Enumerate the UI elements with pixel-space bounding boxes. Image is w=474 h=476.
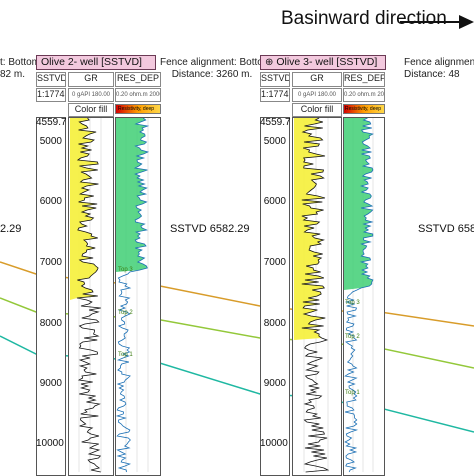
well-2-depth-track[interactable] xyxy=(260,117,290,476)
well-1-res-legend: Resistivity, deep xyxy=(118,106,155,112)
well-2-color-fill: Color fill xyxy=(292,103,342,117)
res-color-fill xyxy=(344,118,373,290)
left-sstvd-fragment: 2.29 xyxy=(0,223,22,235)
well-1-res-range: 0.20 ohm.m 2000.00 xyxy=(115,88,161,102)
well-2-depth-5000: 5000 xyxy=(263,136,286,147)
well-1-gr-range: 0 gAPI 180.00 xyxy=(68,88,114,102)
res-color-fill xyxy=(116,118,148,272)
left-fence-line2: 82 m. xyxy=(0,69,26,80)
fence-1-distance: Distance: 3260 m. xyxy=(171,69,253,80)
well-1-sstvd-col[interactable]: SSTVD xyxy=(36,72,66,87)
well-2-res-col[interactable]: RES_DEP xyxy=(343,72,385,87)
left-fence-line1: t: Bottom xyxy=(0,57,41,68)
well-1-top-depth: 4559.7 xyxy=(36,117,67,128)
well-2-top3-label: Top 3 xyxy=(345,300,360,306)
well-cross-icon: ⊕ xyxy=(265,57,274,68)
well-1-depth-9000: 9000 xyxy=(39,378,62,389)
well-2-depth-6000: 6000 xyxy=(263,196,286,207)
well-1-depth-6000: 6000 xyxy=(39,196,62,207)
well-2-header[interactable]: ⊕ Olive 3- well [SSTVD] xyxy=(260,55,386,70)
fence-2-alignment: Fence alignment xyxy=(404,57,474,68)
direction-arrow-shaft xyxy=(400,21,460,23)
well-2-gr-range: 0 gAPI 180.00 xyxy=(292,88,342,102)
gr-curve xyxy=(301,117,330,473)
fence-1-alignment: Fence alignment: Bottom xyxy=(160,57,272,68)
well-1-depth-track[interactable] xyxy=(36,117,66,476)
well-1-depth-8000: 8000 xyxy=(39,318,62,329)
well-2-depth-7000: 7000 xyxy=(263,257,286,268)
well-2-res-legend-bar xyxy=(343,104,385,114)
well-1-sstvd-label: SSTVD 6582.29 xyxy=(170,223,250,235)
well-1-color-fill: Color fill xyxy=(68,103,114,117)
basinward-direction-label: Basinward direction xyxy=(281,8,447,29)
well-1-res-col[interactable]: RES_DEP xyxy=(115,72,161,87)
well-2-title: Olive 3- well [SSTVD] xyxy=(276,56,378,68)
well-1-title: Olive 2- well [SSTVD] xyxy=(41,56,142,68)
gr-color-fill xyxy=(70,118,99,300)
well-2-depth-10000: 10000 xyxy=(260,438,288,449)
well-2-scale: 1:17741 xyxy=(260,88,290,102)
well-1-header[interactable]: Olive 2- well [SSTVD] xyxy=(36,55,156,70)
well-2-gr-col[interactable]: GR xyxy=(292,72,342,87)
direction-arrow-icon xyxy=(459,15,474,29)
well-2-res-legend: Resistivity, deep xyxy=(345,106,382,112)
well-2-top1-label: Top 1 xyxy=(345,390,360,396)
res-curve xyxy=(115,117,150,473)
well-2-sstvd-col[interactable]: SSTVD xyxy=(260,72,290,87)
fence-label-2: Fence alignment Distance: 48 xyxy=(404,57,474,81)
well-1-top2-label: Top 2 xyxy=(118,310,133,316)
fence-2-distance: Distance: 48 xyxy=(404,69,460,80)
well-2-top-depth: 4559.7 xyxy=(260,117,291,128)
well-1-depth-7000: 7000 xyxy=(39,257,62,268)
well-1-top1-label: Top 1 xyxy=(118,352,133,358)
well-1-scale: 1:17741 xyxy=(36,88,66,102)
well-1-res-legend-bar xyxy=(115,104,161,114)
gr-curve xyxy=(76,117,102,473)
right-sstvd-fragment: SSTVD 658 xyxy=(418,223,474,235)
res-curve xyxy=(344,117,374,473)
well-1-top3-label: Top 3 xyxy=(118,267,133,273)
fence-label-1: Fence alignment: Bottom Distance: 3260 m… xyxy=(160,57,272,81)
well-1-depth-5000: 5000 xyxy=(39,136,62,147)
well-1-depth-10000: 10000 xyxy=(36,438,64,449)
well-1-gr-col[interactable]: GR xyxy=(68,72,114,87)
well-2-top2-label: Top 2 xyxy=(345,334,360,340)
well-2-depth-8000: 8000 xyxy=(263,318,286,329)
left-fence-fragment: t: Bottom 82 m. xyxy=(0,57,40,81)
well-2-res-range: 0.20 ohm.m 2000.00 xyxy=(343,88,385,102)
well-2-depth-9000: 9000 xyxy=(263,378,286,389)
